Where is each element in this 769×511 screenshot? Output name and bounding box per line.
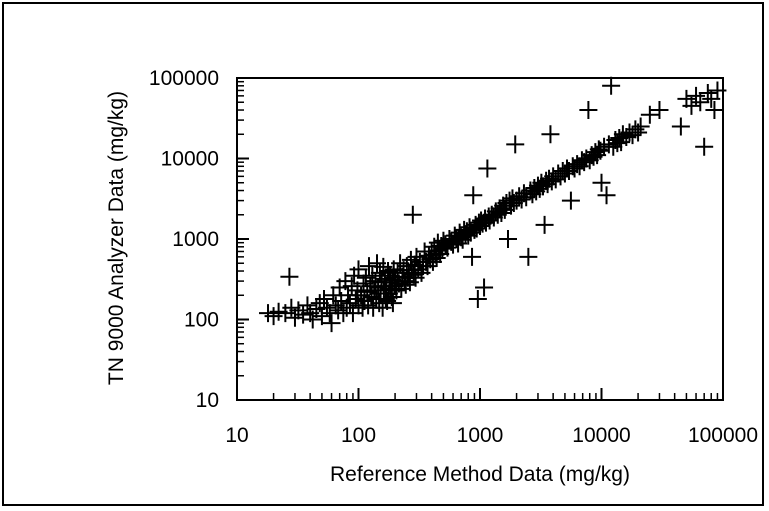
x-tick-label: 10000 [572, 424, 630, 447]
data-point [519, 247, 538, 266]
y-tick-labels: 10 100 1000 10000 100000 [149, 67, 219, 412]
data-point [561, 191, 580, 210]
data-point [597, 186, 616, 205]
x-tick-labels: 10 100 1000 10000 100000 [225, 424, 758, 447]
data-point [282, 298, 301, 317]
data-point [695, 137, 714, 156]
data-point [464, 186, 483, 205]
data-point [510, 187, 529, 206]
data-point [468, 289, 487, 308]
data-point [289, 301, 308, 320]
data-point [403, 205, 422, 224]
data-point [396, 275, 415, 294]
y-tick-label: 10 [196, 389, 219, 412]
data-point [285, 308, 304, 327]
data-point [427, 249, 446, 268]
data-point [705, 101, 724, 120]
y-tick-label: 1000 [172, 228, 219, 251]
x-axis-title: Reference Method Data (mg/kg) [330, 463, 630, 486]
x-tick-label: 10 [225, 424, 248, 447]
minor-ticks [237, 80, 719, 400]
x-tick-label: 100 [341, 424, 376, 447]
data-point [349, 260, 368, 279]
data-point [682, 96, 701, 115]
y-tick-label: 10000 [161, 148, 219, 171]
data-point [294, 305, 313, 324]
data-point [541, 125, 560, 144]
data-point [499, 230, 517, 248]
data-points [259, 76, 727, 333]
data-point [691, 93, 710, 112]
data-point [298, 296, 317, 315]
data-point [475, 278, 494, 297]
data-point [671, 117, 690, 136]
data-point [650, 101, 669, 120]
data-point [310, 294, 329, 313]
data-point [640, 105, 659, 124]
plot-area [236, 77, 724, 401]
y-axis-title: TN 9000 Analyzer Data (mg/kg) [105, 91, 128, 385]
data-point [409, 260, 428, 279]
y-tick-label: 100 [184, 309, 219, 332]
data-point [303, 310, 322, 329]
y-tick-label: 100000 [149, 67, 219, 90]
data-point [708, 81, 727, 100]
chart-frame [2, 2, 764, 506]
data-point [383, 294, 402, 313]
data-point [592, 173, 611, 192]
major-ticks [236, 77, 724, 401]
data-point [423, 252, 442, 271]
x-tick-label: 100000 [688, 424, 758, 447]
data-point [314, 289, 333, 308]
data-point [602, 76, 621, 95]
data-point [463, 247, 482, 266]
data-point [322, 314, 341, 333]
data-point [280, 267, 299, 286]
data-point [568, 155, 587, 174]
data-point [506, 135, 525, 154]
data-point [492, 204, 511, 223]
data-point [579, 101, 598, 120]
data-point [631, 117, 650, 136]
data-point [478, 159, 497, 178]
x-tick-label: 1000 [457, 424, 504, 447]
data-point [535, 215, 554, 234]
